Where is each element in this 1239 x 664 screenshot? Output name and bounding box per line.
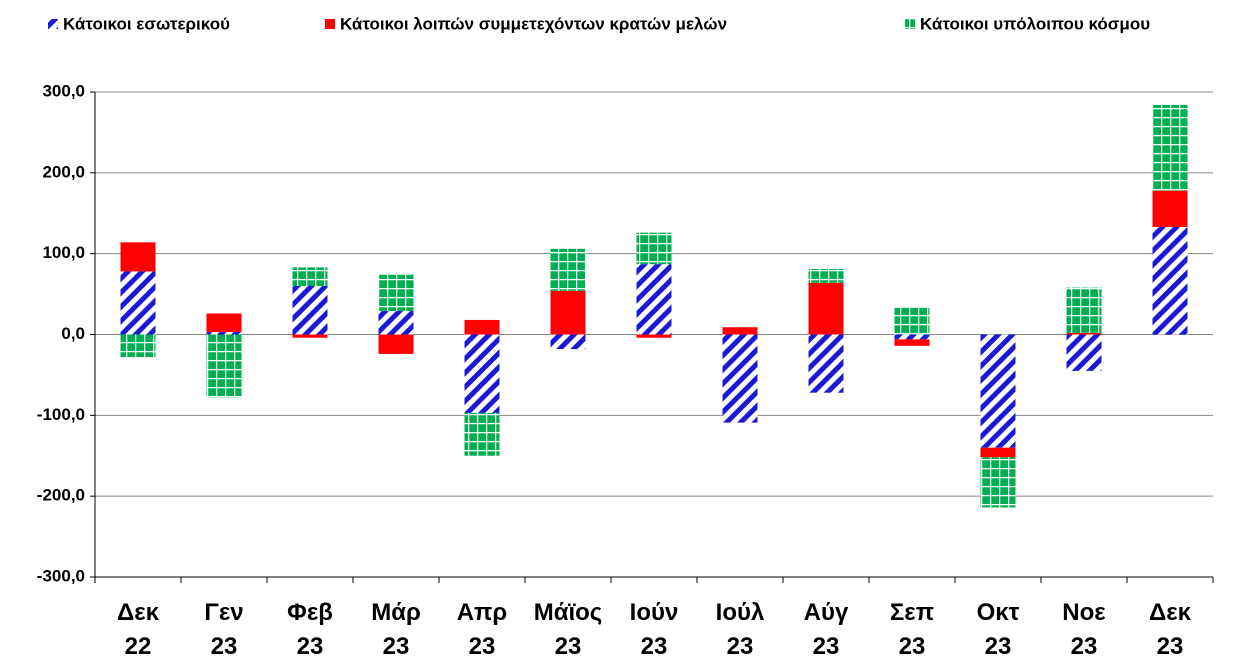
x-tick-label: Δεκ 23	[1148, 599, 1192, 660]
bar	[808, 282, 844, 335]
legend-label: Κάτοικοι λοιπών συμμετεχόντων κρατών μελ…	[340, 14, 727, 33]
legend-marker	[905, 19, 915, 29]
bar	[980, 457, 1016, 508]
bar	[1152, 226, 1188, 335]
x-tick-label: Νοε 23	[1062, 599, 1106, 660]
bar	[808, 334, 844, 393]
x-tick-label: Φεβ 23	[287, 599, 333, 660]
bar	[464, 412, 500, 456]
bar	[120, 242, 156, 272]
legend-marker	[48, 19, 58, 29]
bar	[120, 334, 156, 358]
x-tick-label: Γεν 23	[204, 599, 244, 660]
bar	[206, 334, 242, 398]
bar	[894, 307, 930, 335]
bar	[808, 269, 844, 283]
bar	[636, 334, 672, 338]
bar	[894, 334, 930, 340]
y-tick-label: 0,0	[61, 324, 85, 343]
x-tick-label: Δεκ 22	[116, 599, 160, 660]
bar	[1066, 334, 1102, 371]
bar	[722, 334, 758, 423]
y-tick-label: -300,0	[37, 566, 85, 585]
x-tick-label: Απρ 23	[456, 599, 508, 660]
x-tick-label: Οκτ 23	[976, 599, 1020, 660]
x-tick-label: Μάρ 23	[371, 599, 421, 660]
bar	[1066, 332, 1102, 335]
bar	[1152, 104, 1188, 191]
bar	[980, 334, 1016, 448]
bar	[120, 271, 156, 335]
bar	[550, 290, 586, 335]
legend-label: Κάτοικοι εσωτερικού	[63, 14, 230, 33]
y-tick-label: 100,0	[42, 243, 85, 262]
x-tick-label: Ιούν 23	[629, 599, 679, 660]
y-tick-label: 200,0	[42, 162, 85, 181]
x-tick-label: Ιούλ 23	[715, 599, 765, 660]
bar	[378, 311, 414, 335]
bar	[1066, 287, 1102, 333]
bar	[894, 339, 930, 346]
bar	[206, 332, 242, 335]
bar	[292, 286, 328, 335]
y-tick-label: 300,0	[42, 81, 85, 100]
x-tick-label: Μάϊος 23	[533, 599, 603, 660]
bar	[636, 264, 672, 335]
bar	[722, 327, 758, 335]
y-tick-label: -100,0	[37, 405, 85, 424]
y-tick-label: -200,0	[37, 486, 85, 505]
bar	[980, 447, 1016, 458]
bar	[636, 232, 672, 265]
bar	[378, 334, 414, 354]
bar	[550, 334, 586, 350]
x-tick-label: Αύγ 23	[803, 599, 849, 660]
bar	[1152, 190, 1188, 227]
bar	[550, 248, 586, 291]
legend-label: Κάτοικοι υπόλοιπου κόσμου	[920, 14, 1150, 33]
bar	[464, 319, 500, 335]
bar	[206, 313, 242, 333]
legend-marker	[325, 19, 335, 29]
bar	[378, 274, 414, 312]
bar	[464, 334, 500, 413]
bar	[292, 267, 328, 286]
bar	[292, 334, 328, 338]
x-tick-label: Σεπ 23	[889, 599, 935, 660]
